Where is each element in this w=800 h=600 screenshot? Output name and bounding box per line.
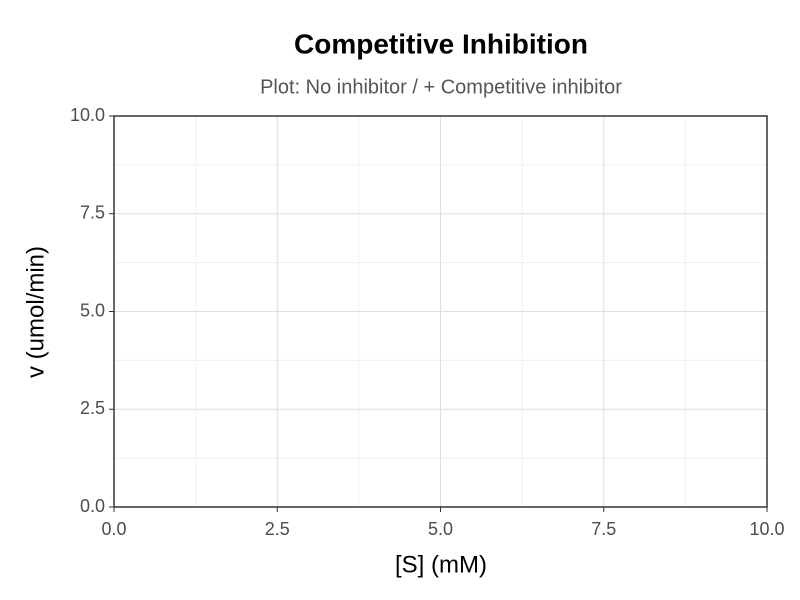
y-tick-label: 0.0 <box>80 496 105 516</box>
y-tick-label: 2.5 <box>80 398 105 418</box>
y-axis-label: v (umol/min) <box>22 246 49 378</box>
x-axis-label: [S] (mM) <box>395 551 487 578</box>
chart-subtitle: Plot: No inhibitor / + Competitive inhib… <box>260 76 622 98</box>
plot-border <box>113 115 768 508</box>
y-tick-label: 10.0 <box>70 105 105 125</box>
x-tick-label: 7.5 <box>591 519 616 539</box>
x-tick-label: 2.5 <box>265 519 290 539</box>
x-tick-label: 0.0 <box>101 519 126 539</box>
y-tick-label: 5.0 <box>80 300 105 320</box>
chart-title: Competitive Inhibition <box>294 28 588 59</box>
y-tick-label: 7.5 <box>80 203 105 223</box>
x-tick-label: 5.0 <box>428 519 453 539</box>
x-tick-label: 10.0 <box>749 519 784 539</box>
